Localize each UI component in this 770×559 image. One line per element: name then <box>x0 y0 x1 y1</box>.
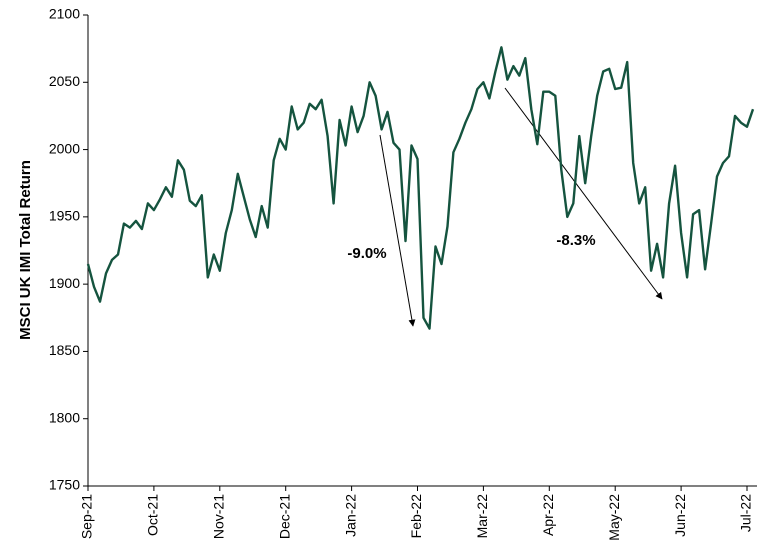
x-tick-label: Jun-22 <box>672 494 688 537</box>
y-tick-label: 1750 <box>49 477 80 493</box>
y-tick-label: 1850 <box>49 342 80 358</box>
x-tick-label: Feb-22 <box>408 494 424 539</box>
x-tick-label: May-22 <box>606 494 622 541</box>
x-tick-label: Jul-22 <box>738 494 754 532</box>
y-axis-label: MSCI UK IMI Total Return <box>17 160 34 340</box>
x-tick-label: Nov-21 <box>211 494 227 539</box>
x-tick-label: Jan-22 <box>342 494 358 537</box>
y-tick-label: 1950 <box>49 208 80 224</box>
x-tick-label: Apr-22 <box>540 494 556 536</box>
y-tick-label: 1900 <box>49 275 80 291</box>
x-tick-label: Sep-21 <box>79 494 95 539</box>
annotation: -8.3% <box>556 232 595 249</box>
x-tick-label: Oct-21 <box>145 494 161 536</box>
y-tick-label: 2100 <box>49 6 80 22</box>
y-tick-label: 2000 <box>49 140 80 156</box>
annotation: -9.0% <box>347 245 386 262</box>
y-tick-label: 1800 <box>49 409 80 425</box>
x-tick-label: Dec-21 <box>276 494 292 539</box>
annotation-arrow <box>379 134 416 327</box>
y-tick-label: 2050 <box>49 73 80 89</box>
annotation-arrow <box>504 87 663 300</box>
x-tick-label: Mar-22 <box>474 494 490 539</box>
line <box>86 46 755 330</box>
